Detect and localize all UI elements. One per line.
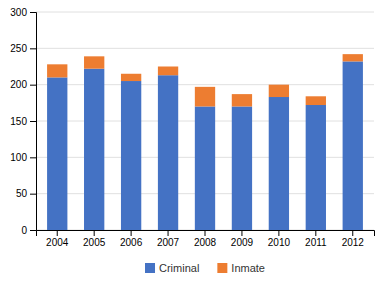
bar [343,54,363,61]
tick: 2009 [231,230,254,248]
tick-mark [30,12,36,13]
tick: 2006 [120,230,143,248]
tick: 0 [21,225,36,236]
tick-mark [315,230,316,236]
bar [195,87,215,107]
tick: 150 [10,116,36,127]
tick-label: 2004 [46,237,69,248]
bar [269,97,289,230]
tick: 300 [10,7,36,18]
tick-label: 2006 [120,237,143,248]
tick-mark [352,230,353,236]
legend-item: Inmate [217,262,265,274]
bar [121,74,141,81]
tick-label: 2005 [83,237,106,248]
bar [195,106,215,230]
legend-swatch [145,263,155,273]
tick-mark [241,230,242,236]
bars [47,54,363,230]
series [47,61,363,230]
tick-label: 300 [10,7,27,18]
legend-item: Criminal [145,262,199,274]
tick-mark [30,121,36,122]
tick-label: 100 [10,152,27,163]
bar [47,64,67,77]
grid-line [36,12,374,13]
tick: 200 [10,79,36,90]
bar [343,61,363,230]
axis-line [30,13,37,231]
tick: 2005 [83,230,106,248]
chart-container: 2004 2005 2006 2007 2008 2009 2010 2011 2012 0 50 1… [0,0,386,282]
tick-mark [205,230,206,236]
tick-mark [30,85,36,86]
y-axis: 0 50 100 150 200 250 300 [10,7,36,236]
tick: 2012 [342,230,365,248]
tick-label: 2007 [157,237,180,248]
legend-label: Criminal [159,262,199,274]
tick: 2007 [157,230,180,248]
tick-mark [278,230,279,236]
tick-mark [94,230,95,236]
bar [269,85,289,97]
tick: 2004 [46,230,69,248]
tick-label: 2012 [342,237,365,248]
tick-mark [30,230,36,231]
tick-label: 50 [16,188,28,199]
tick-mark [30,194,36,195]
grid [36,12,374,230]
bar [121,81,141,230]
tick-mark [30,157,36,158]
legend-swatch [217,263,227,273]
tick: 2008 [194,230,217,248]
tick-label: 0 [21,225,27,236]
bar [84,69,104,230]
bar [158,75,178,230]
chart: 2004 2005 2006 2007 2008 2009 2010 2011 2012 0 50 1… [0,0,386,282]
tick: 100 [10,152,36,163]
tick-mark [131,230,132,236]
tick-mark [30,48,36,49]
tick-label: 250 [10,43,27,54]
bar [306,105,326,230]
axis-line [37,231,375,237]
tick-mark [57,230,58,236]
plot: 2004 2005 2006 2007 2008 2009 2010 2011 2012 0 50 1… [10,7,374,248]
bar [232,106,252,230]
tick: 2011 [305,230,327,248]
tick-label: 200 [10,79,27,90]
tick-label: 2009 [231,237,254,248]
tick: 2010 [268,230,291,248]
tick-label: 2010 [268,237,291,248]
tick-label: 2008 [194,237,217,248]
legend: Criminal Inmate [145,262,265,274]
bar [47,77,67,230]
series [47,54,363,106]
bar [84,56,104,68]
x-axis: 2004 2005 2006 2007 2008 2009 2010 2011 2012 [37,230,375,248]
tick-mark [168,230,169,236]
tick: 250 [10,43,36,54]
legend-label: Inmate [231,262,265,274]
grid-line [36,48,374,49]
tick: 50 [16,188,36,199]
tick-label: 2011 [305,237,327,248]
bar [232,94,252,106]
bar [306,96,326,105]
bar [158,67,178,76]
tick-label: 150 [10,116,27,127]
